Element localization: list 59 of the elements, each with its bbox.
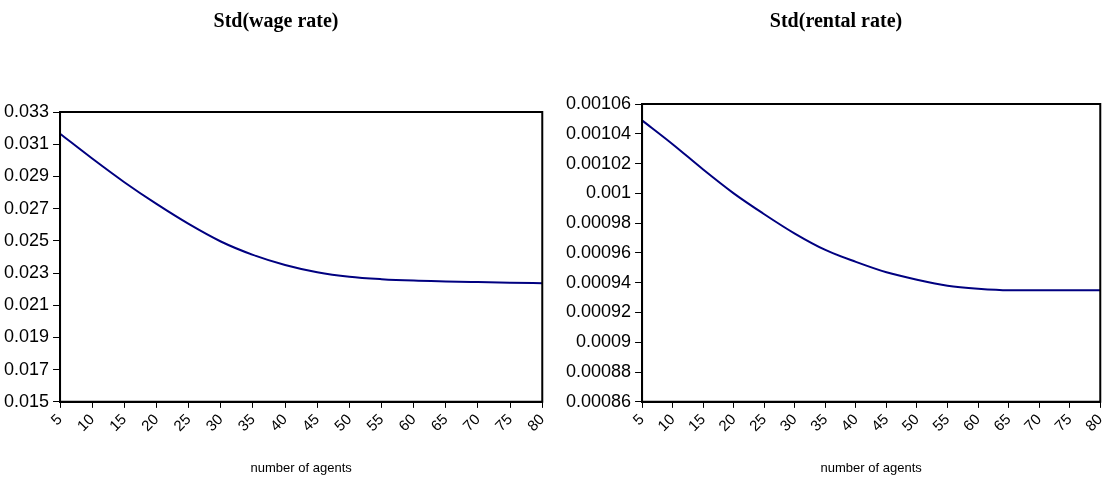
chart-title: Std(wage rate) — [213, 9, 339, 33]
y-tick-label: 0.00096 — [565, 241, 632, 262]
y-tick-label: 0.00102 — [565, 152, 632, 173]
y-tick-label: 0.00092 — [565, 301, 632, 322]
x-tick-label: 10 — [73, 410, 98, 435]
x-tick-label: 30 — [202, 410, 226, 435]
x-tick-label: 35 — [806, 410, 831, 435]
x-tick-label: 50 — [330, 410, 355, 435]
x-tick-label: 80 — [523, 410, 548, 435]
x-tick-label: 45 — [298, 410, 323, 435]
x-tick-label: 55 — [362, 410, 387, 435]
x-tick-label: 40 — [266, 410, 291, 435]
y-tick-label: 0.00106 — [565, 92, 632, 113]
line-series — [641, 119, 1102, 292]
x-tick-label: 15 — [684, 410, 709, 435]
x-tick-label: 70 — [459, 410, 484, 435]
x-tick-label: 30 — [776, 410, 800, 435]
x-axis-title: number of agents — [250, 459, 353, 475]
x-tick-label: 20 — [137, 410, 162, 435]
line-series — [59, 132, 544, 285]
y-tick-label: 0.001 — [586, 182, 632, 203]
y-tick-label: 0.00098 — [565, 212, 632, 233]
y-tick-label: 0.029 — [4, 165, 50, 186]
x-tick-label: 55 — [928, 410, 953, 435]
x-tick-label: 25 — [169, 410, 194, 435]
x-tick-label: 60 — [394, 410, 419, 435]
chart-title: Std(rental rate) — [769, 9, 903, 33]
x-tick-label: 35 — [234, 410, 258, 435]
x-tick-label: 40 — [837, 410, 861, 435]
y-tick-label: 0.00088 — [565, 361, 632, 382]
y-tick-label: 0.00104 — [565, 122, 632, 143]
x-tick-label: 5 — [629, 410, 648, 429]
x-tick-label: 75 — [491, 410, 516, 435]
x-tick-label: 75 — [1050, 410, 1075, 435]
y-tick-label: 0.0009 — [576, 331, 632, 352]
y-tick-label: 0.00086 — [565, 390, 632, 411]
x-tick-label: 80 — [1081, 410, 1106, 435]
y-tick-label: 0.017 — [4, 358, 50, 379]
x-tick-label: 65 — [989, 410, 1014, 435]
x-tick-label: 25 — [745, 410, 770, 435]
x-axis-title: number of agents — [820, 459, 923, 475]
y-tick-label: 0.00094 — [565, 271, 632, 292]
x-tick-label: 10 — [653, 410, 678, 435]
x-tick-label: 50 — [898, 410, 923, 435]
x-tick-label: 5 — [47, 410, 66, 429]
x-tick-label: 15 — [105, 410, 130, 435]
y-tick-label: 0.021 — [4, 294, 50, 315]
y-tick-label: 0.031 — [4, 133, 50, 154]
x-tick-label: 60 — [959, 410, 984, 435]
x-tick-label: 20 — [714, 410, 739, 435]
x-tick-label: 45 — [867, 410, 892, 435]
x-tick-label: 70 — [1020, 410, 1045, 435]
y-tick-label: 0.025 — [4, 229, 50, 250]
x-tick-label: 65 — [427, 410, 451, 435]
y-tick-label: 0.019 — [4, 326, 50, 347]
y-tick-label: 0.027 — [4, 197, 50, 218]
y-tick-label: 0.015 — [4, 390, 50, 411]
y-tick-label: 0.023 — [4, 262, 50, 283]
y-tick-label: 0.033 — [4, 100, 50, 121]
